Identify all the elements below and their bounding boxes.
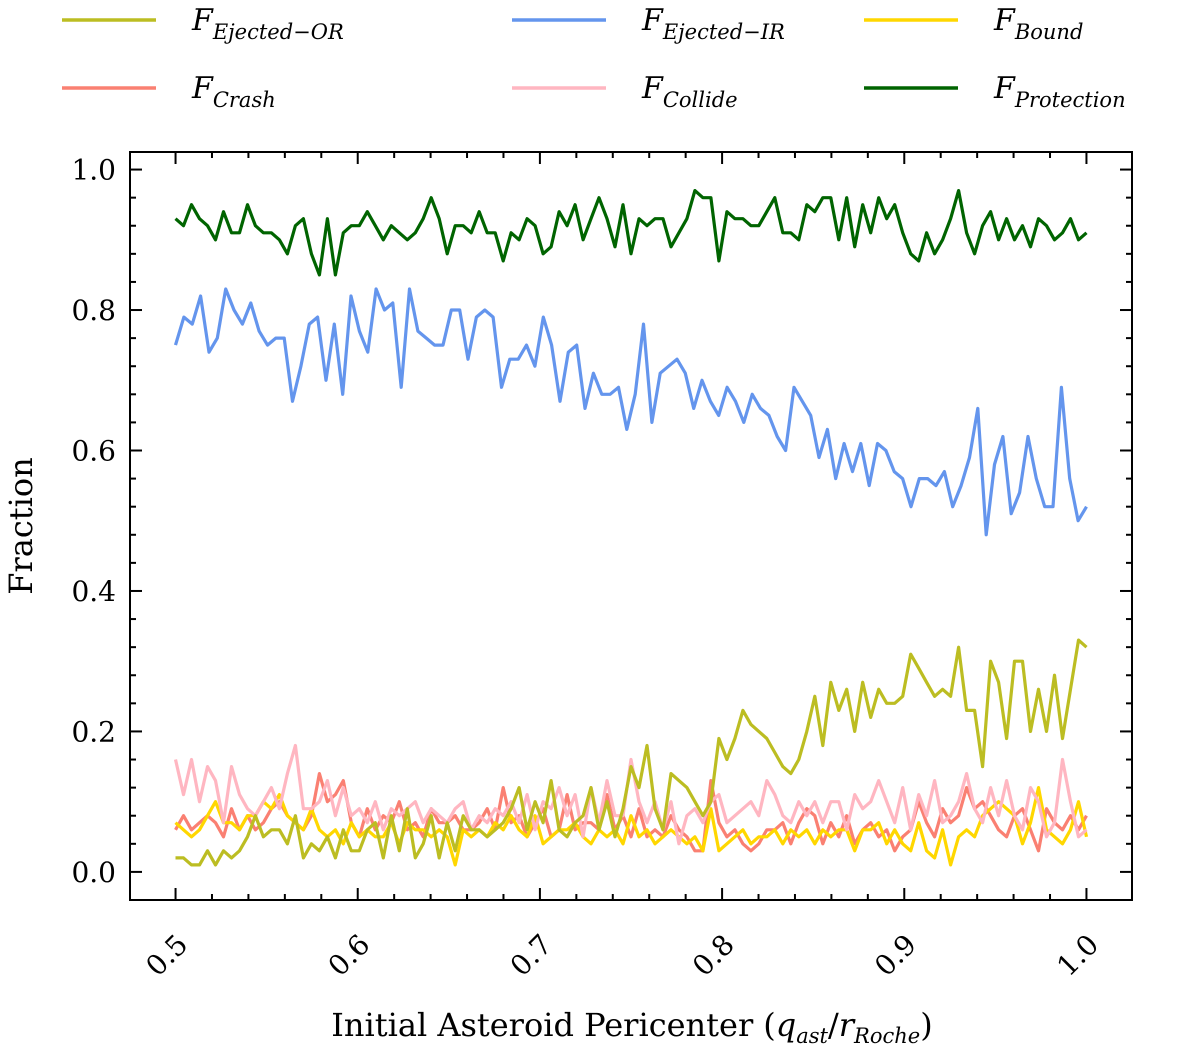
legend-label: FEjected−IR xyxy=(641,3,785,44)
x-tick-label: 0.8 xyxy=(686,928,741,983)
y-tick-label: 0.6 xyxy=(71,434,116,467)
x-axis-title: Initial Asteroid Pericenter (qast/rRoche) xyxy=(331,1006,932,1048)
legend-label: FCollide xyxy=(641,71,738,112)
series-line-protection xyxy=(174,189,1088,277)
series-line-bound xyxy=(174,785,1089,867)
x-tick-label: 0.9 xyxy=(868,928,923,983)
legend: FEjected−OR FEjected−IR FBound FCrash FColli… xyxy=(62,3,1126,112)
x-tick-label: 0.7 xyxy=(504,928,559,983)
series-line-ejected-or xyxy=(175,638,1088,867)
legend-item: FCollide xyxy=(512,71,738,112)
axis-ticks xyxy=(130,152,1132,900)
x-tick-label: 0.5 xyxy=(139,928,194,983)
legend-item: FEjected−IR xyxy=(512,3,785,44)
y-axis-title: Fraction xyxy=(2,457,40,594)
series-line-collide xyxy=(173,743,1088,846)
y-tick-label: 0.4 xyxy=(71,575,116,608)
series-line-ejected-ir xyxy=(173,287,1088,537)
y-tick-label: 0.2 xyxy=(71,715,116,748)
legend-item: FCrash xyxy=(62,71,276,112)
plot-frame xyxy=(129,151,1133,901)
legend-item: FBound xyxy=(864,3,1083,44)
legend-label: FEjected−OR xyxy=(191,3,344,44)
x-axis-title-text: Initial Asteroid Pericenter xyxy=(331,1006,754,1044)
x-tick-label: 0.6 xyxy=(322,928,377,983)
legend-item: FProtection xyxy=(864,71,1126,112)
legend-item: FEjected−OR xyxy=(62,3,344,44)
legend-label: FCrash xyxy=(191,71,276,112)
legend-label: FBound xyxy=(993,3,1083,44)
series-line-crash xyxy=(174,771,1088,853)
series-lines xyxy=(173,189,1089,867)
y-tick-label: 0.0 xyxy=(71,856,116,889)
y-tick-label: 1.0 xyxy=(71,154,116,187)
legend-label: FProtection xyxy=(993,71,1126,112)
x-tick-label: 1.0 xyxy=(1050,928,1105,983)
y-tick-label: 0.8 xyxy=(71,294,116,327)
